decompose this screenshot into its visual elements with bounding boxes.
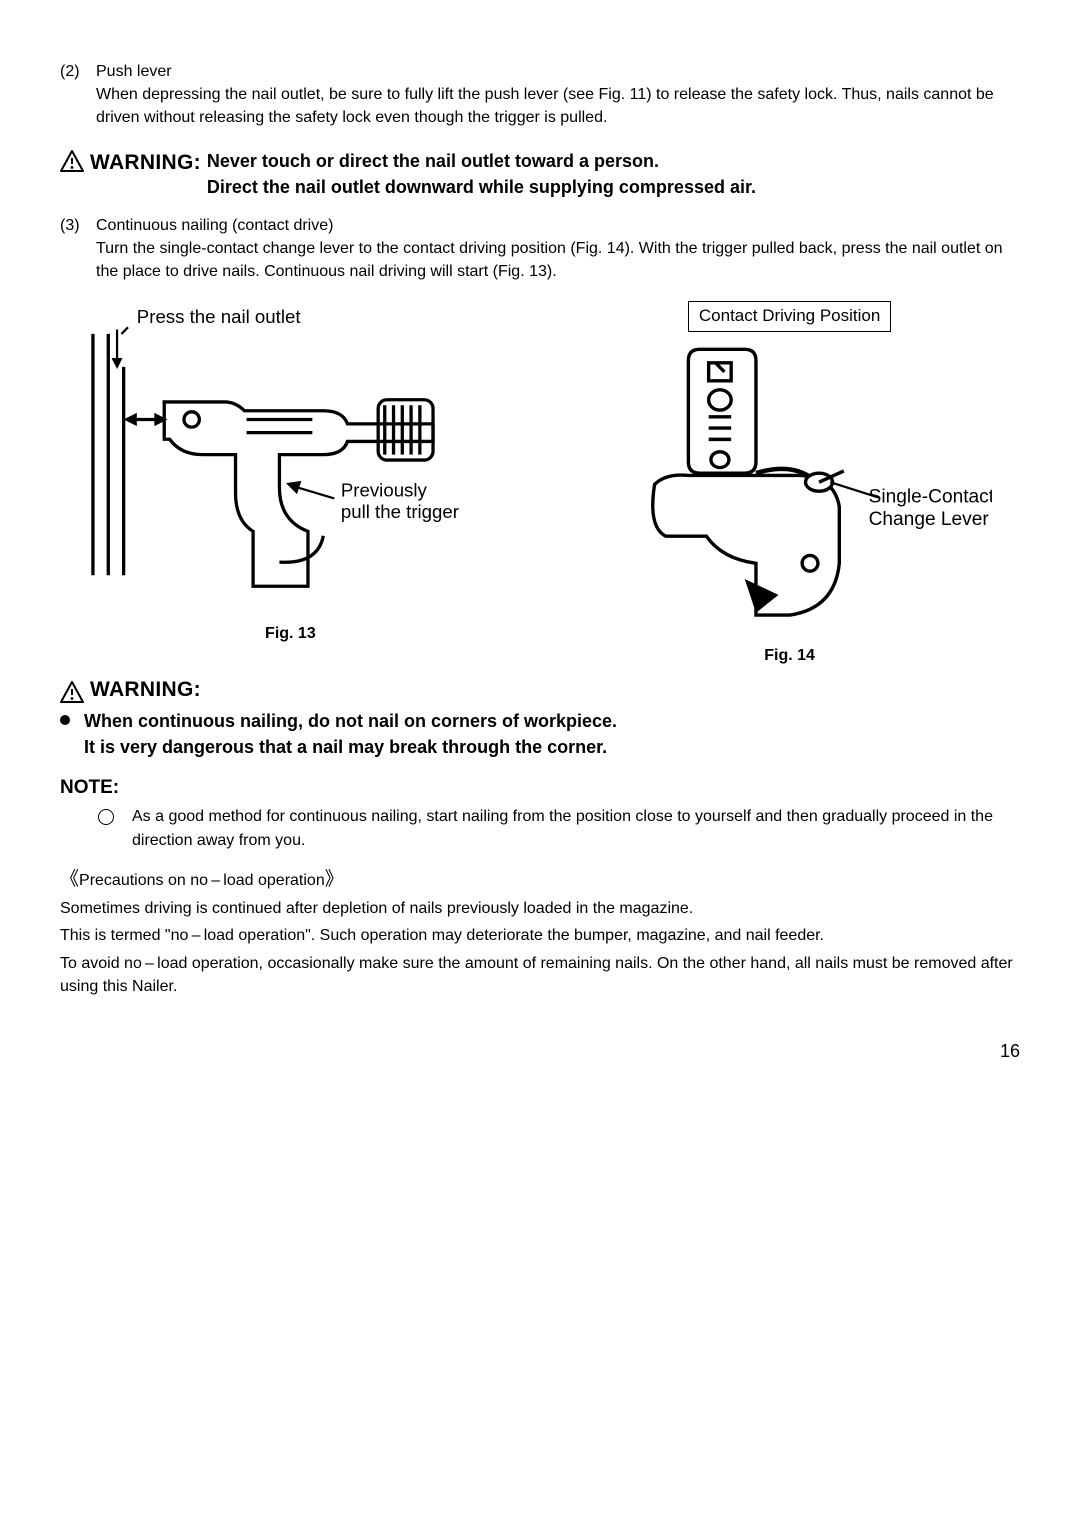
- angle-open-icon: 《: [60, 869, 79, 890]
- warning-1: WARNING: Never touch or direct the nail …: [60, 148, 1020, 200]
- fig13-trigger-label-2: pull the trigger: [341, 502, 459, 523]
- item-3-body: Turn the single-contact change lever to …: [96, 237, 1020, 283]
- item-2-title: Push lever: [96, 60, 172, 83]
- circle-bullet-icon: [98, 809, 114, 825]
- item-2-body: When depressing the nail outlet, be sure…: [96, 83, 1020, 129]
- warning-2: WARNING: When continuous nailing, do not…: [60, 675, 1020, 760]
- figure-13: Press the nail outlet: [60, 301, 521, 667]
- item-3-title: Continuous nailing (contact drive): [96, 214, 333, 237]
- warning-1-head: WARNING:: [90, 148, 201, 178]
- fig13-trigger-label-1: Previously: [341, 480, 428, 501]
- warning-1-text: Never touch or direct the nail outlet to…: [207, 148, 756, 200]
- figure-13-svg: Press the nail outlet: [60, 301, 521, 608]
- warning-2-line1: When continuous nailing, do not nail on …: [84, 708, 617, 734]
- note-section: NOTE: As a good method for continuous na…: [60, 774, 1020, 852]
- item-3-number: (3): [60, 214, 96, 237]
- warning-1-line2: Direct the nail outlet downward while su…: [207, 174, 756, 200]
- warning-2-head: WARNING:: [90, 675, 201, 705]
- fig13-press-label: Press the nail outlet: [137, 306, 302, 327]
- fig14-caption: Fig. 14: [559, 644, 1020, 667]
- fig14-box: Contact Driving Position: [688, 301, 891, 332]
- warning-triangle-icon: [60, 150, 84, 172]
- bullet-icon: [60, 715, 70, 725]
- item-2-number: (2): [60, 60, 96, 83]
- warning-1-line1: Never touch or direct the nail outlet to…: [207, 148, 756, 174]
- fig14-lever-label-1: Single-Contact: [868, 486, 992, 507]
- warning-2-line2: It is very dangerous that a nail may bre…: [84, 734, 617, 760]
- precautions-p1: Sometimes driving is continued after dep…: [60, 897, 1020, 920]
- warning-2-text: When continuous nailing, do not nail on …: [84, 708, 617, 760]
- precautions-section: 《Precautions on no – load operation》 Som…: [60, 866, 1020, 998]
- item-3-header: (3) Continuous nailing (contact drive): [60, 214, 1020, 237]
- note-body: As a good method for continuous nailing,…: [132, 805, 1020, 851]
- warning-1-content: WARNING: Never touch or direct the nail …: [90, 148, 756, 200]
- page-number: 16: [60, 1038, 1020, 1064]
- note-head: NOTE:: [60, 774, 1020, 802]
- warning-2-bullet: When continuous nailing, do not nail on …: [60, 708, 1020, 760]
- precautions-title-text: Precautions on no – load operation: [79, 872, 325, 889]
- fig14-lever-label-2: Change Lever: [868, 509, 989, 530]
- item-3: (3) Continuous nailing (contact drive) T…: [60, 214, 1020, 284]
- item-2-header: (2) Push lever: [60, 60, 1020, 83]
- note-bullet: As a good method for continuous nailing,…: [98, 805, 1020, 851]
- figures-row: Press the nail outlet: [60, 301, 1020, 667]
- item-2: (2) Push lever When depressing the nail …: [60, 60, 1020, 130]
- figure-14: Contact Driving Position: [559, 301, 1020, 667]
- fig13-caption: Fig. 13: [60, 622, 521, 645]
- figure-14-svg: Single-Contact Change Lever: [587, 338, 993, 631]
- warning-triangle-icon: [60, 681, 84, 703]
- precautions-p2: This is termed "no – load operation". Su…: [60, 924, 1020, 947]
- angle-close-icon: 》: [325, 869, 344, 890]
- precautions-p3: To avoid no – load operation, occasional…: [60, 952, 1020, 998]
- precautions-title: 《Precautions on no – load operation》: [60, 866, 1020, 894]
